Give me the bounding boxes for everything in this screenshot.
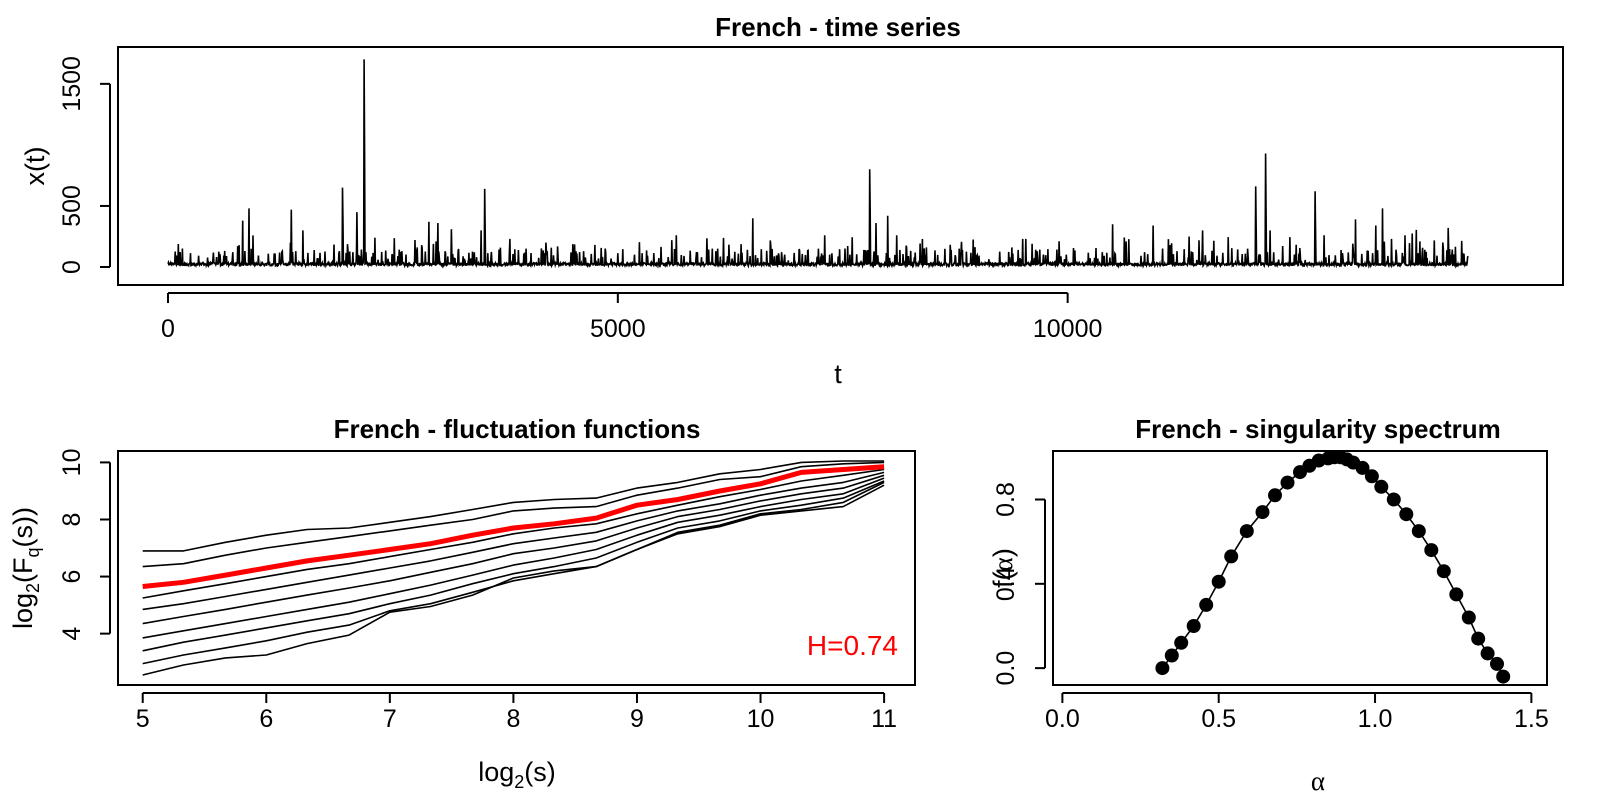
fluctuation-series <box>142 460 885 676</box>
x-tick-label: 10 <box>747 705 775 733</box>
spectrum-point <box>1374 479 1389 494</box>
fluctuation-y-label: log2(Fq(s)) <box>8 507 43 629</box>
y-tick-label: 10 <box>58 449 86 477</box>
fluctuation-title: French - fluctuation functions <box>334 414 701 444</box>
spectrum-point <box>1471 631 1486 646</box>
fluctuation-x-axis: 5 6 7 8 9 10 11 <box>136 692 897 733</box>
spectrum-point <box>1411 524 1426 539</box>
x-tick-label: 0.5 <box>1201 705 1236 733</box>
timeseries-panel: French - time series 0 5000 10000 0 500 1500… <box>20 12 1564 389</box>
spectrum-point <box>1364 469 1379 484</box>
spectrum-panel: French - singularity spectrum 0.0 0.5 1.0 1… <box>988 414 1549 796</box>
x-tick-label: 0.0 <box>1045 705 1080 733</box>
x-tick-label: 1.0 <box>1358 705 1393 733</box>
spectrum-point <box>1280 475 1295 490</box>
spectrum-point <box>1239 524 1254 539</box>
y-tick-label: 0.8 <box>992 482 1020 517</box>
spectrum-point <box>1155 661 1170 676</box>
spectrum-point <box>1186 619 1201 633</box>
fluctuation-line-q9 <box>142 484 885 676</box>
fluctuation-panel: French - fluctuation functions 5 6 7 8 9 10 11… <box>8 414 916 792</box>
y-tick-label: 4 <box>58 627 86 641</box>
fluctuation-line-q6 <box>142 477 885 639</box>
timeseries-plot-box <box>117 46 1564 286</box>
y-tick-label: 500 <box>58 185 86 227</box>
spectrum-point <box>1199 597 1214 612</box>
fluctuation-line-q7 <box>142 480 885 652</box>
spectrum-point <box>1211 574 1226 589</box>
spectrum-series <box>1155 450 1511 684</box>
fluctuation-line-q2 <box>142 461 885 568</box>
spectrum-point <box>1174 635 1189 650</box>
spectrum-point <box>1386 492 1401 507</box>
x-tick-label: 11 <box>871 705 897 733</box>
spectrum-point <box>1496 669 1511 684</box>
timeseries-y-axis: 0 500 1500 <box>58 56 111 274</box>
timeseries-x-axis: 0 5000 10000 <box>161 292 1103 343</box>
x-tick-label: 7 <box>383 705 397 733</box>
spectrum-y-axis: 0.0 0.4 0.8 <box>992 482 1046 686</box>
y-tick-label: 8 <box>58 513 86 527</box>
x-tick-label: 8 <box>506 705 520 733</box>
spectrum-point <box>1461 610 1476 625</box>
timeseries-title: French - time series <box>715 12 961 42</box>
spectrum-point <box>1449 587 1464 602</box>
spectrum-y-label-alpha: α <box>988 557 1018 571</box>
spectrum-point <box>1268 488 1282 503</box>
spectrum-point <box>1399 507 1414 522</box>
spectrum-point <box>1164 648 1179 663</box>
spectrum-point <box>1255 505 1270 520</box>
spectrum-point <box>1490 656 1504 671</box>
timeseries-series <box>167 59 1469 270</box>
spectrum-title: French - singularity spectrum <box>1135 414 1501 444</box>
fluctuation-line-q2-highlight <box>142 464 885 589</box>
x-tick-label: 1.5 <box>1514 705 1549 733</box>
y-tick-label: 6 <box>58 570 86 584</box>
x-tick-label: 9 <box>630 705 644 733</box>
spectrum-point <box>1436 564 1451 579</box>
y-tick-label: 0.4 <box>992 566 1020 601</box>
hurst-annotation: H=0.74 <box>807 630 898 661</box>
spectrum-point <box>1480 646 1495 661</box>
fluctuation-plot-box <box>117 450 916 686</box>
y-tick-label: 0 <box>58 260 86 274</box>
spectrum-x-label: α <box>1311 766 1325 796</box>
fluctuation-line-q1 <box>142 460 885 552</box>
x-tick-label: 10000 <box>1033 315 1103 343</box>
spectrum-y-label: f(α) <box>988 548 1018 588</box>
fluctuation-y-axis: 4 6 8 10 <box>58 449 111 641</box>
timeseries-x-label: t <box>834 359 842 389</box>
x-tick-label: 0 <box>161 315 175 343</box>
y-tick-label: 0.0 <box>992 651 1020 686</box>
spectrum-curve <box>1161 456 1504 677</box>
x-tick-label: 6 <box>259 705 273 733</box>
fluctuation-line-q8 <box>142 481 885 665</box>
spectrum-point <box>1224 549 1239 564</box>
fluctuation-line-q4 <box>142 471 885 611</box>
timeseries-y-label: x(t) <box>20 147 50 186</box>
fluctuation-x-label: log2(s) <box>478 757 556 792</box>
fluctuation-line-q3 <box>142 468 885 599</box>
x-tick-label: 5000 <box>590 315 646 343</box>
x-tick-label: 5 <box>136 705 150 733</box>
spectrum-plot-box <box>1052 450 1548 686</box>
fluctuation-line-q5 <box>142 474 885 625</box>
spectrum-point <box>1424 543 1439 558</box>
y-tick-label: 1500 <box>58 56 86 112</box>
spectrum-point <box>1355 460 1370 475</box>
timeseries-line <box>167 59 1469 270</box>
spectrum-x-axis: 0.0 0.5 1.0 1.5 <box>1045 692 1549 733</box>
